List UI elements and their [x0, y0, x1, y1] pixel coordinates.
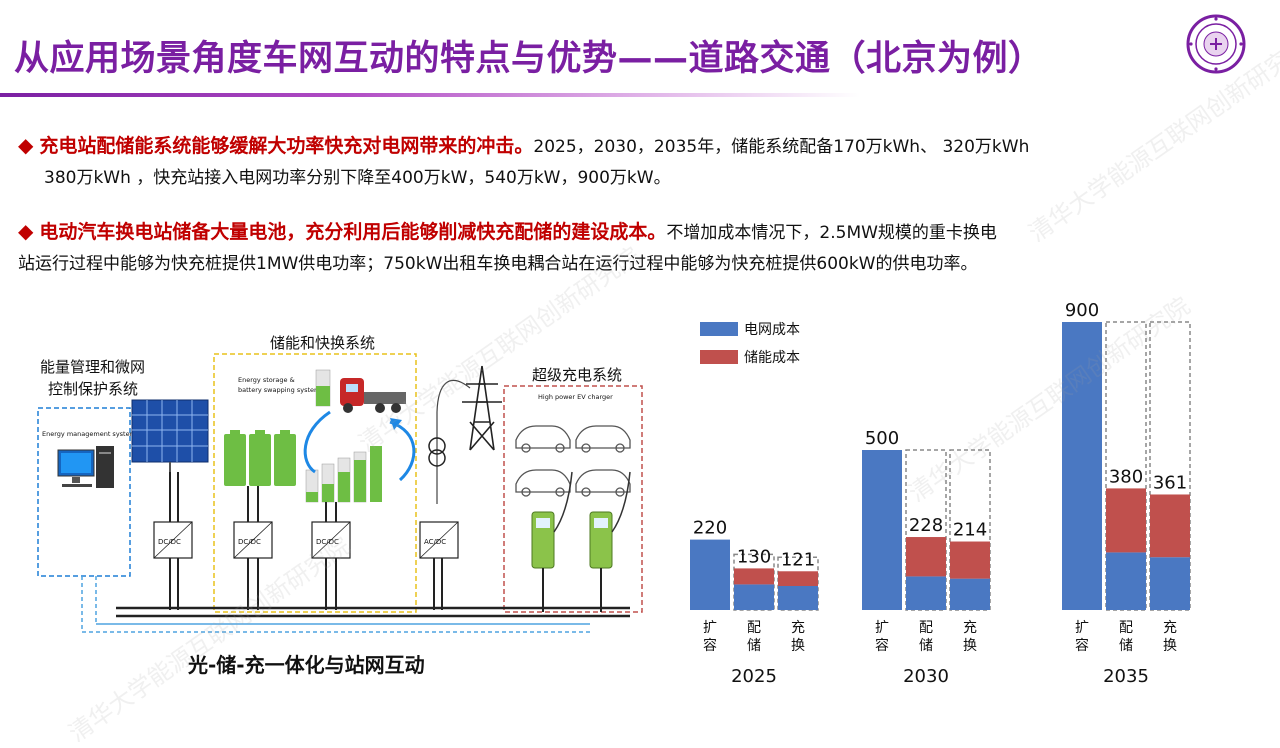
- ev-car-icons: [515, 425, 631, 497]
- year-label: 2025: [731, 666, 777, 687]
- page-title: 从应用场景角度车网互动的特点与优势——道路交通（北京为例）: [14, 39, 1044, 79]
- category-label: 充: [963, 620, 977, 636]
- battery-icons: [224, 430, 296, 486]
- year-label: 2035: [1103, 666, 1149, 687]
- charging-pile-icons: [531, 471, 631, 569]
- cost-chart: 电网成本 储能成本 220扩容130配储121充换2025500扩容228配储2…: [690, 300, 1191, 687]
- solar-panel-icon: [131, 399, 209, 472]
- converter-box-2: DC/DC: [233, 521, 273, 559]
- storage-box: [213, 353, 417, 613]
- bullet-text-continued: 380万kWh ，快充站接入电网功率分别下降至400万kW，540万kW，900…: [44, 168, 671, 188]
- storage-title: 储能和快换系统: [270, 334, 375, 352]
- title-underline: [0, 93, 860, 97]
- category-label: 换: [963, 637, 977, 654]
- category-label: 配: [1119, 620, 1133, 636]
- converter-box-4: AC/DC: [419, 521, 459, 559]
- bar-segment-storage: [950, 541, 990, 579]
- bar-value-label: 121: [781, 549, 815, 570]
- storage-sub-line1: Energy storage &: [238, 376, 295, 384]
- legend-swatch-grid: [700, 322, 738, 336]
- battery-charging-icons: [305, 369, 382, 503]
- category-label: 充: [791, 620, 805, 636]
- category-label: 储: [747, 638, 761, 654]
- bullet-storage: ◆ 充电站配储能系统能够缓解大功率快充对电网带来的冲击。2025，2030，203…: [18, 130, 1258, 194]
- bullet-text: 2025，2030，2035年，储能系统配备170万kWh、 320万kWh: [533, 137, 1030, 157]
- bar-outline-dashed: [1149, 321, 1191, 611]
- category-label: 充: [1163, 620, 1177, 636]
- legend-label-grid: 电网成本: [744, 322, 800, 338]
- ems-title-line1: 能量管理和微网: [40, 358, 145, 376]
- diamond-bullet-icon: ◆: [18, 219, 34, 243]
- category-label: 配: [747, 620, 761, 636]
- grid-feed-line: [436, 379, 471, 504]
- ems-box: [37, 407, 131, 577]
- category-label: 扩: [703, 620, 717, 636]
- transmission-tower-icon: [462, 365, 502, 451]
- bar-segment-grid: [734, 584, 774, 610]
- bullet-text-continued: 站运行过程中能够为快充桩提供1MW供电功率；750kW出租车换电耦合站在运行过程…: [18, 254, 978, 274]
- converter-box-3: DC/DC: [311, 521, 351, 559]
- converter-label: AC/DC: [424, 538, 446, 546]
- cycle-arrows-icon: [303, 410, 416, 482]
- bar-value-label: 380: [1109, 466, 1143, 487]
- bullet-highlight: 充电站配储能系统能够缓解大功率快充对电网带来的冲击。: [39, 135, 534, 157]
- transformer-icon: [428, 437, 446, 467]
- bar-value-label: 361: [1153, 472, 1187, 493]
- bar-segment-grid: [778, 586, 818, 610]
- converter-label: DC/DC: [238, 538, 261, 546]
- bar-value-label: 500: [865, 428, 899, 449]
- category-label: 换: [791, 637, 805, 654]
- category-label: 容: [703, 637, 717, 654]
- year-label: 2030: [903, 666, 949, 687]
- legend: 电网成本 储能成本: [700, 322, 800, 366]
- bar-segment-grid: [862, 450, 902, 610]
- category-label: 换: [1163, 637, 1177, 654]
- bar-outline-dashed: [1105, 321, 1147, 611]
- converter-box-1: DC/DC: [153, 521, 193, 559]
- charger-title: 超级充电系统: [532, 366, 622, 384]
- legend-swatch-storage: [700, 350, 738, 364]
- bar-value-label: 228: [909, 515, 943, 536]
- converter-label: DC/DC: [158, 538, 181, 546]
- charger-sub: High power EV charger: [538, 393, 613, 401]
- category-label: 容: [875, 637, 889, 654]
- bar-segment-grid: [1150, 557, 1190, 610]
- ems-title-line2: 控制保护系统: [48, 380, 138, 398]
- university-seal-logo: [1186, 14, 1246, 74]
- bar-segment-grid: [1062, 322, 1102, 610]
- bar-segment-storage: [906, 537, 946, 577]
- dc-bus-lines: [81, 576, 630, 633]
- diamond-bullet-icon: ◆: [18, 133, 34, 157]
- bar-value-label: 220: [693, 518, 727, 539]
- bar-segment-grid: [906, 576, 946, 610]
- converter-label: DC/DC: [316, 538, 339, 546]
- storage-sub-line2: battery swapping system: [238, 386, 320, 394]
- bar-segment-grid: [1106, 552, 1146, 610]
- legend-label-storage: 储能成本: [744, 350, 800, 366]
- bar-segment-storage: [734, 568, 774, 585]
- bar-value-label: 214: [953, 520, 987, 541]
- bar-segment-grid: [950, 578, 990, 610]
- bar-segment-storage: [778, 571, 818, 586]
- category-label: 容: [1075, 637, 1089, 654]
- category-label: 储: [1119, 638, 1133, 654]
- bullet-highlight: 电动汽车换电站储备大量电池，充分利用后能够削减快充配储的建设成本。: [39, 221, 667, 243]
- bar-segment-storage: [1106, 488, 1146, 553]
- bar-segment-storage: [1150, 494, 1190, 558]
- diagram-caption: 光-储-充一体化与站网互动: [187, 653, 425, 677]
- bar-value-label: 130: [737, 546, 771, 567]
- ems-label: Energy management system: [42, 430, 136, 438]
- category-label: 扩: [875, 620, 889, 636]
- heavy-truck-icon: [340, 378, 406, 413]
- bar-segment-grid: [690, 539, 730, 610]
- computer-icon: [57, 446, 114, 488]
- bullet-text: 不增加成本情况下，2.5MW规模的重卡换电: [666, 223, 997, 243]
- category-label: 储: [919, 638, 933, 654]
- bar-value-label: 900: [1065, 300, 1099, 321]
- category-label: 配: [919, 620, 933, 636]
- category-label: 扩: [1075, 620, 1089, 636]
- system-diagram: 能量管理和微网 控制保护系统 储能和快换系统 超级充电系统 Energy man…: [37, 334, 643, 677]
- bullet-swapping: ◆ 电动汽车换电站储备大量电池，充分利用后能够削减快充配储的建设成本。不增加成本情…: [18, 216, 1258, 280]
- charger-box: [503, 385, 643, 613]
